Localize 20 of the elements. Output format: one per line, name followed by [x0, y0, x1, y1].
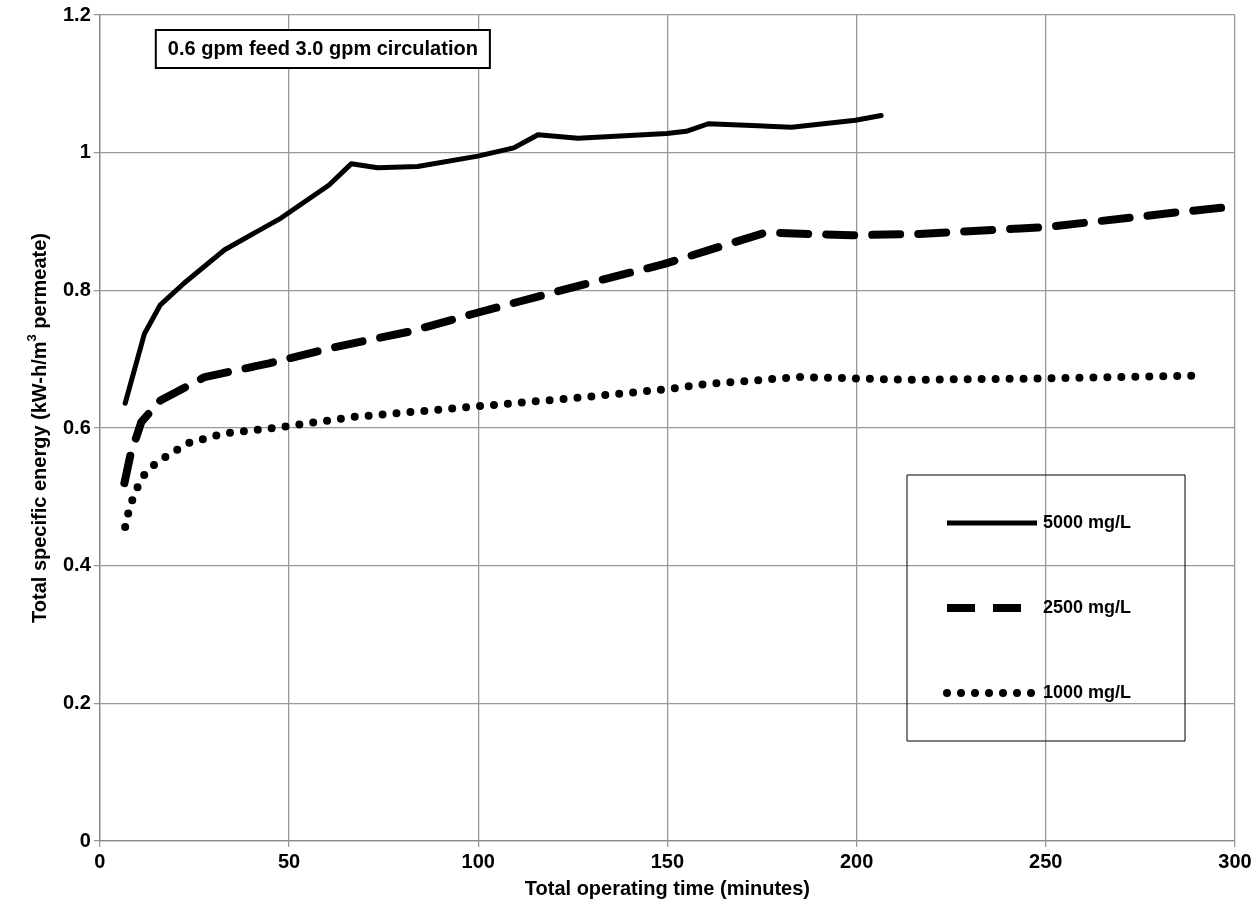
x-tick-label: 300 [1218, 849, 1252, 872]
legend-label: 2500 mg/L [1043, 596, 1132, 617]
x-tick-label: 250 [1029, 849, 1063, 872]
y-tick-label: 0.8 [62, 277, 91, 300]
y-tick-label: 1 [79, 140, 91, 163]
x-tick-label: 0 [94, 849, 106, 872]
legend-label: 1000 mg/L [1043, 681, 1132, 702]
x-tick-label: 100 [461, 849, 495, 872]
y-tick-label: 0.4 [62, 553, 92, 576]
annotation: 0.6 gpm feed 3.0 gpm circulation [167, 36, 478, 59]
x-tick-label: 150 [650, 849, 685, 872]
x-tick-label: 50 [277, 849, 301, 872]
y-tick-label: 0.2 [62, 690, 91, 713]
y-tick-label: 0 [79, 828, 91, 851]
x-axis-title: Total operating time (minutes) [524, 876, 810, 899]
y-tick-label: 1.2 [62, 2, 91, 25]
y-tick-label: 0.6 [62, 415, 91, 438]
y-axis-title: Total specific energy (kW-h/m3 permeate) [23, 233, 50, 623]
legend-label: 5000 mg/L [1043, 511, 1132, 532]
x-tick-label: 200 [839, 849, 874, 872]
